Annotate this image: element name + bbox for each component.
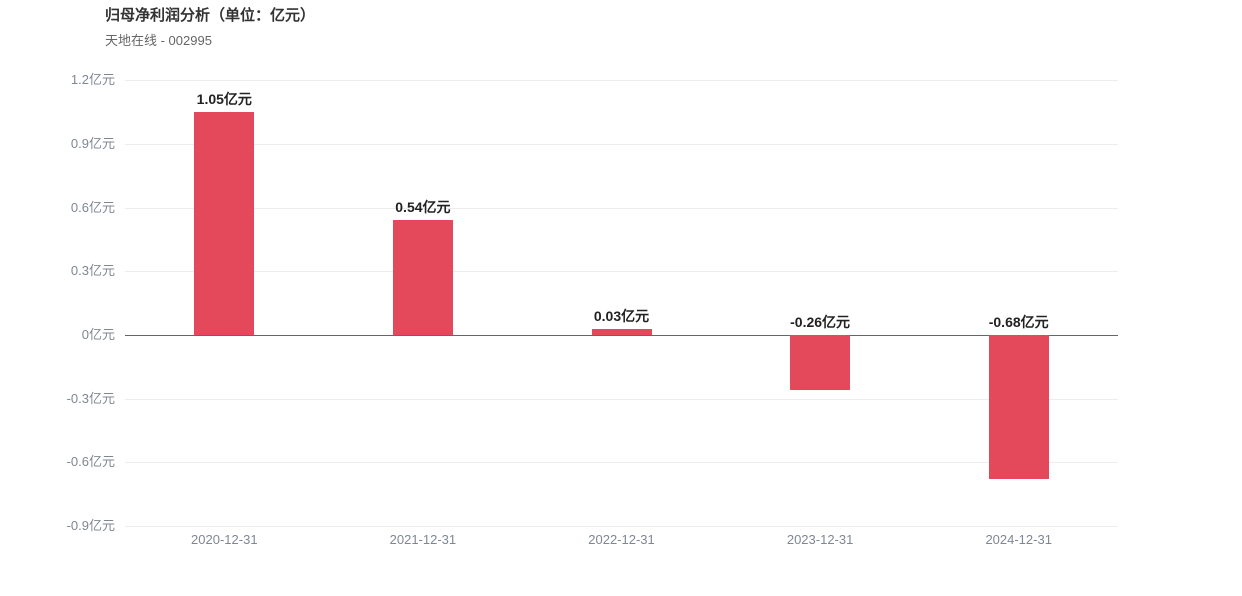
x-axis-tick-label: 2024-12-31 xyxy=(985,532,1052,547)
y-axis-tick-label: 1.2亿元 xyxy=(70,72,115,88)
gridline xyxy=(125,271,1118,273)
y-axis-tick-label: 0.3亿元 xyxy=(70,263,115,279)
bar-2023-12-31[interactable] xyxy=(790,335,851,391)
chart-title: 归母净利润分析（单位：亿元） xyxy=(105,7,316,24)
bar-2024-12-31[interactable] xyxy=(988,335,1049,480)
bar-2021-12-31[interactable] xyxy=(392,220,453,335)
gridline xyxy=(125,207,1118,209)
zero-axis-line xyxy=(125,335,1118,336)
x-axis-tick-label: 2020-12-31 xyxy=(191,532,258,547)
gridline xyxy=(125,80,1118,82)
y-axis-tick-label: -0.9亿元 xyxy=(66,518,115,534)
x-axis-tick-label: 2023-12-31 xyxy=(786,532,854,547)
x-axis-tick-label: 2022-12-31 xyxy=(588,532,655,547)
bar-value-label: 0.03亿元 xyxy=(593,307,650,324)
y-axis-tick-label: 0.9亿元 xyxy=(70,135,115,151)
bar-2020-12-31[interactable] xyxy=(194,112,255,335)
gridline xyxy=(125,526,1118,528)
gridline xyxy=(125,462,1118,464)
bar-value-label: -0.26亿元 xyxy=(790,314,851,330)
gridline xyxy=(125,143,1118,145)
bar-2022-12-31[interactable] xyxy=(591,328,652,335)
bar-value-label: 1.05亿元 xyxy=(196,91,252,108)
y-axis-tick-label: -0.3亿元 xyxy=(66,390,115,406)
x-axis-tick-label: 2021-12-31 xyxy=(389,532,457,547)
y-axis-tick-label: 0亿元 xyxy=(81,327,115,342)
y-axis-tick-label: 0.6亿元 xyxy=(70,199,115,215)
bar-value-label: -0.68亿元 xyxy=(988,314,1049,330)
chart-subtitle: 天地在线 - 002995 xyxy=(105,33,212,48)
gridline xyxy=(125,398,1118,400)
y-axis-tick-label: -0.6亿元 xyxy=(66,454,115,470)
bar-value-label: 0.54亿元 xyxy=(395,199,451,216)
